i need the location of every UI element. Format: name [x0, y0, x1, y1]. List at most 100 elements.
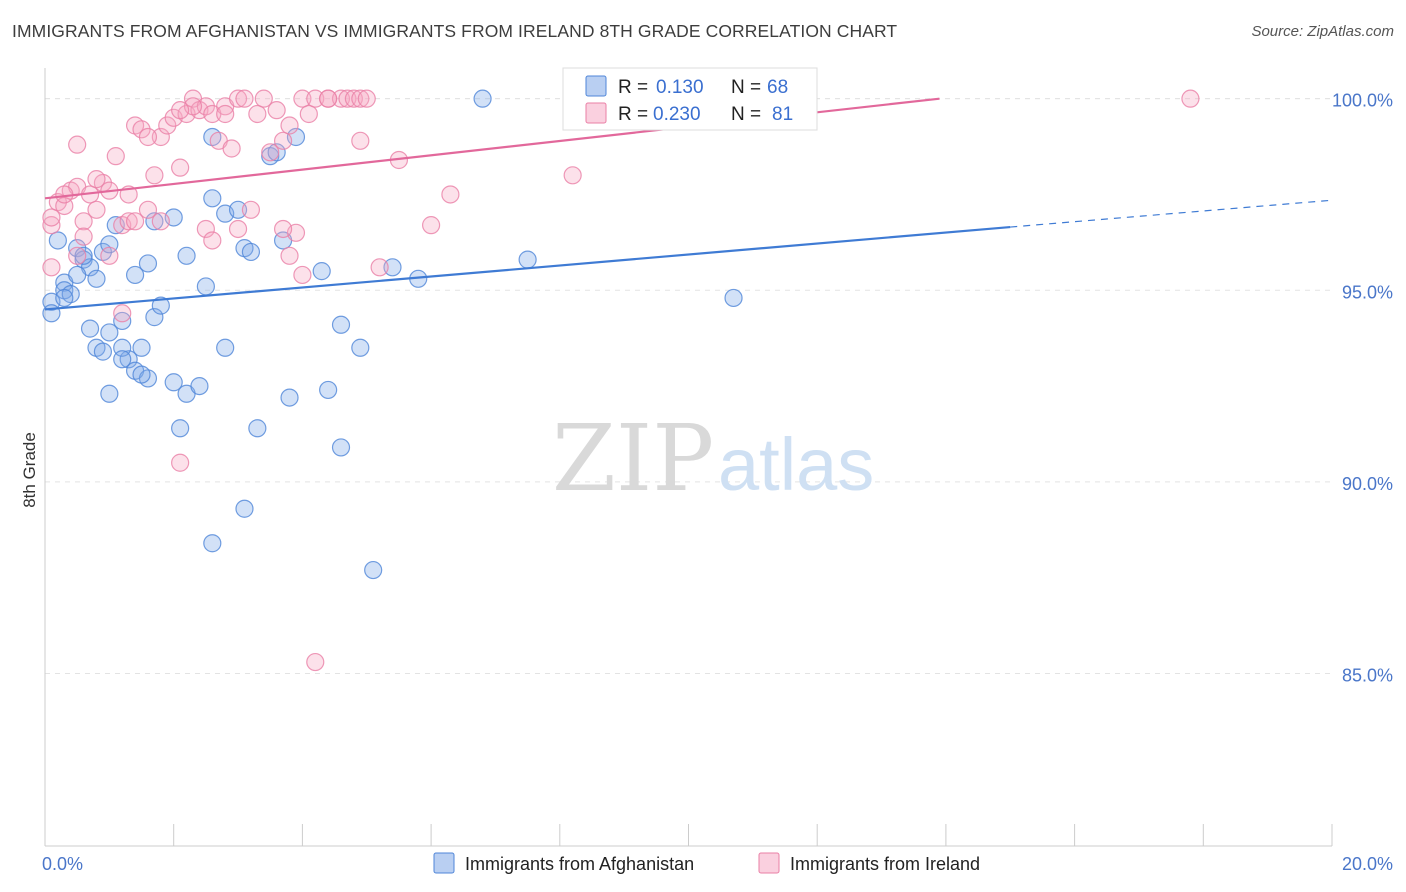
- trend-line-afghanistan-extension: [1010, 199, 1333, 228]
- legend-swatch-afghanistan: [585, 75, 607, 97]
- point-ireland: [74, 212, 93, 231]
- point-afghanistan: [74, 246, 93, 265]
- point-ireland: [306, 89, 325, 108]
- point-afghanistan: [241, 242, 261, 262]
- legend-n-value-afghanistan: 68: [767, 77, 788, 98]
- point-ireland: [306, 652, 325, 672]
- y-tick-labels: 85.0% 90.0% 95.0% 100.0%: [1332, 91, 1393, 686]
- point-afghanistan: [331, 315, 351, 334]
- point-ireland: [171, 453, 190, 472]
- point-afghanistan: [177, 246, 196, 265]
- stats-legend: R = 0.130 N = 68 R = 0.230 N = 81: [562, 67, 818, 131]
- point-afghanistan: [312, 262, 331, 281]
- point-afghanistan: [203, 189, 222, 208]
- y-tick-label: 95.0%: [1342, 282, 1393, 302]
- x-tick-label: 0.0%: [42, 854, 83, 874]
- point-ireland: [344, 89, 363, 108]
- point-ireland: [74, 227, 93, 246]
- point-afghanistan: [138, 254, 158, 273]
- x-tick-labels: 0.0% 20.0%: [42, 854, 1393, 874]
- point-afghanistan: [55, 288, 74, 308]
- legend-r-label: R =: [618, 104, 648, 125]
- point-afghanistan: [319, 380, 338, 400]
- point-afghanistan: [164, 373, 183, 392]
- point-afghanistan: [228, 200, 248, 219]
- point-afghanistan: [203, 534, 222, 553]
- point-afghanistan: [132, 365, 151, 384]
- point-afghanistan: [171, 419, 190, 438]
- point-ireland: [331, 89, 351, 108]
- point-afghanistan: [113, 350, 132, 369]
- point-afghanistan: [145, 212, 164, 231]
- point-afghanistan: [80, 319, 100, 338]
- point-afghanistan: [364, 560, 383, 580]
- point-afghanistan: [216, 338, 235, 357]
- point-afghanistan: [132, 338, 151, 357]
- point-afghanistan: [248, 419, 267, 438]
- point-ireland: [171, 158, 190, 177]
- point-ireland: [145, 166, 164, 185]
- legend-r-value-ireland: 0.230: [653, 104, 701, 125]
- legend-swatch-ireland: [585, 102, 607, 124]
- watermark: ZIP atlas: [552, 405, 874, 512]
- point-ireland: [441, 185, 460, 204]
- chart-title: IMMIGRANTS FROM AFGHANISTAN VS IMMIGRANT…: [12, 21, 898, 41]
- legend-n-label: N =: [731, 77, 761, 98]
- point-afghanistan: [100, 384, 119, 403]
- point-ireland: [42, 208, 61, 227]
- point-ireland: [100, 246, 119, 265]
- point-afghanistan: [113, 311, 132, 331]
- point-ireland: [351, 89, 370, 108]
- y-tick-label: 100.0%: [1332, 91, 1393, 111]
- bottom-legend-swatch-afghanistan: [433, 852, 455, 874]
- point-afghanistan: [93, 342, 113, 361]
- point-afghanistan: [196, 277, 215, 296]
- point-afghanistan: [68, 265, 87, 285]
- point-ireland: [216, 104, 235, 124]
- data-points: [42, 89, 1200, 672]
- y-tick-label: 85.0%: [1342, 666, 1393, 686]
- point-ireland: [106, 147, 125, 166]
- point-afghanistan: [125, 265, 145, 285]
- point-ireland: [280, 246, 299, 265]
- point-afghanistan: [145, 308, 164, 327]
- point-afghanistan: [383, 258, 402, 277]
- x-tick-label: 20.0%: [1342, 854, 1393, 874]
- point-ireland: [68, 135, 87, 154]
- point-ireland: [203, 231, 222, 250]
- point-ireland: [1181, 89, 1200, 108]
- point-afghanistan: [518, 250, 537, 269]
- y-axis-label: 8th Grade: [20, 432, 39, 508]
- point-afghanistan: [235, 499, 254, 518]
- legend-r-label: R =: [618, 77, 648, 98]
- watermark-atlas: atlas: [718, 423, 874, 506]
- trend-line-afghanistan: [44, 225, 1011, 311]
- point-ireland: [119, 212, 138, 231]
- point-ireland: [273, 131, 293, 150]
- point-afghanistan: [100, 323, 119, 342]
- point-ireland: [370, 258, 389, 277]
- point-ireland: [138, 127, 158, 147]
- point-ireland: [241, 200, 261, 219]
- legend-r-value-afghanistan: 0.130: [656, 77, 704, 98]
- point-ireland: [87, 170, 106, 189]
- point-ireland: [125, 212, 145, 231]
- point-ireland: [228, 89, 248, 108]
- y-tick-label: 90.0%: [1342, 474, 1393, 494]
- point-ireland: [254, 89, 273, 108]
- point-ireland: [267, 101, 286, 120]
- point-ireland: [280, 116, 299, 135]
- point-ireland: [87, 200, 106, 219]
- point-ireland: [299, 104, 318, 124]
- legend-n-value-ireland: 81: [772, 104, 793, 125]
- point-ireland: [273, 219, 293, 239]
- point-afghanistan: [473, 89, 492, 108]
- point-afghanistan: [280, 388, 299, 407]
- point-ireland: [42, 258, 61, 277]
- bottom-legend-label-ireland: Immigrants from Ireland: [790, 854, 980, 874]
- gridlines: [45, 98, 1332, 675]
- point-afghanistan: [151, 296, 170, 315]
- point-ireland: [338, 89, 357, 108]
- point-afghanistan: [724, 288, 743, 308]
